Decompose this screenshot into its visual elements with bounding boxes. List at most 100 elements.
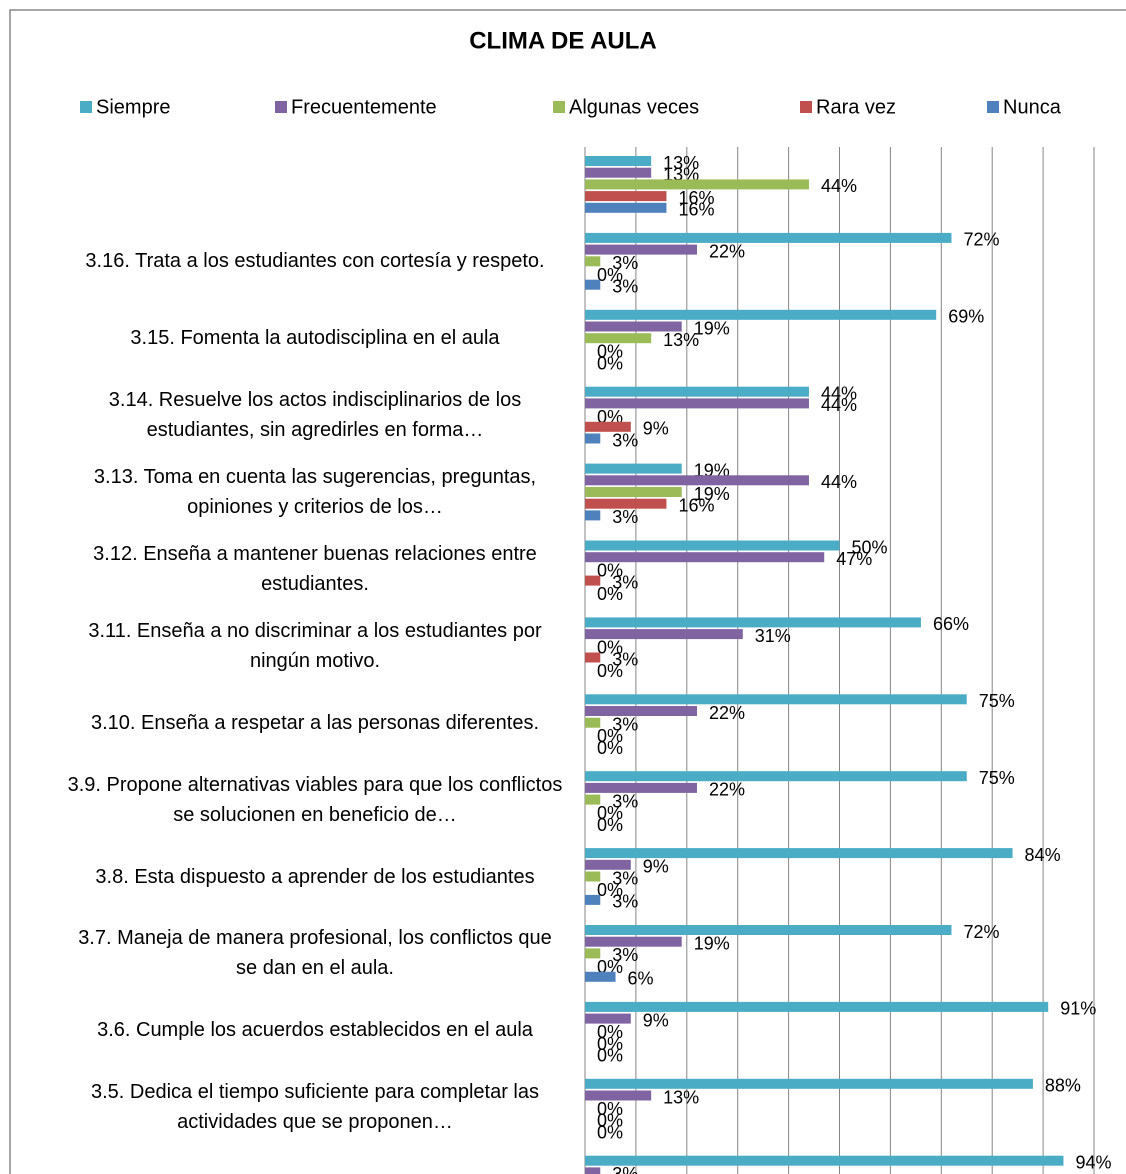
data-label: 3% [612,945,638,965]
bar [585,617,921,628]
bar [585,925,952,935]
legend-swatch [987,101,999,113]
data-label: 9% [643,419,669,439]
data-label: 3% [612,714,638,734]
bar [585,871,601,882]
data-label: 94% [1075,1152,1111,1172]
bar [585,1167,601,1174]
data-label: 3% [612,892,638,912]
data-label: 3% [612,430,638,450]
data-label: 13% [663,153,699,173]
data-label: 0% [597,815,623,835]
bar [585,167,652,178]
chart-title: CLIMA DE AULA [469,27,657,54]
category-label: 3.10. Enseña a respetar a las personas d… [90,711,540,734]
data-label: 22% [709,241,745,261]
legend-swatch [800,101,812,113]
data-label: 19% [694,933,730,953]
bar [585,936,682,947]
data-label: 6% [628,969,654,989]
bar [585,894,601,905]
data-label: 0% [597,738,623,758]
bar [585,475,809,486]
category-label: 3.13. Toma en cuenta las sugerencias, pr… [93,466,537,518]
data-label: 0% [597,1022,623,1042]
category-label: 3.16. Trata a los estudiantes con cortes… [85,250,545,273]
bar [585,156,652,166]
bar [585,191,667,202]
data-label: 0% [597,726,623,746]
data-label: 16% [678,495,714,515]
bar [585,575,601,586]
legend-label: Nunca [1003,96,1062,118]
data-label: 44% [821,472,857,492]
category-label: 3.9. Propone alternativas viables para q… [67,773,563,826]
legend-label: Frecuentemente [291,96,437,118]
data-label: 0% [597,584,623,604]
data-label: 13% [663,1087,699,1107]
bar [585,256,601,267]
bar [585,333,652,344]
bar [585,232,952,243]
category-label: 3.14. Resuelve los actos indisciplinario… [108,389,522,442]
data-label: 0% [597,1034,623,1054]
data-label: 0% [597,1122,623,1142]
data-label: 3% [612,649,638,669]
data-label: 9% [643,857,669,877]
category-label: 3.8. Esta dispuesto a aprender de los es… [95,865,535,888]
bar [585,309,937,320]
legend-swatch [80,101,92,113]
bar [585,421,631,432]
bar [585,179,809,190]
legend-label: Siempre [96,96,170,118]
data-label: 0% [597,638,623,658]
data-label: 47% [836,549,872,569]
data-label: 44% [821,383,857,403]
data-label: 0% [597,1111,623,1131]
category-label: 3.7. Maneja de manera profesional, los c… [78,927,552,980]
data-label: 0% [597,661,623,681]
data-label: 3% [612,507,638,527]
bar [585,706,697,716]
bar [585,510,601,521]
data-label: 0% [597,1099,623,1119]
data-label: 0% [597,342,623,362]
bar [585,498,667,509]
data-label: 0% [597,561,623,581]
bar [585,1001,1049,1012]
legend-label: Algunas veces [569,96,699,118]
bar [585,971,616,982]
bar [585,279,601,290]
data-label: 0% [597,1045,623,1065]
bar [585,948,601,959]
bar [585,848,1013,859]
data-label: 88% [1045,1076,1081,1096]
data-label: 44% [821,176,857,196]
data-label: 13% [663,330,699,350]
bar [585,487,682,497]
bar [585,202,667,213]
bar [585,694,967,705]
legend-swatch [275,101,287,113]
data-label: 75% [979,691,1015,711]
category-label: 3.4. Comparte intereses y motivaciones c… [65,1169,565,1174]
bar [585,782,697,793]
bar [585,463,682,474]
data-label: 0% [597,353,623,373]
category-label: 3.11. Enseña a no discriminar a los estu… [88,619,542,672]
bar [585,398,809,409]
bar [585,1090,652,1101]
category-label: 3.5. Dedica el tiempo suficiente para co… [90,1081,539,1134]
data-label: 44% [821,395,857,415]
bar [585,540,840,551]
data-label: 50% [852,537,888,557]
data-label: 22% [709,780,745,800]
bar [585,321,682,332]
data-label: 22% [709,703,745,723]
category-label: 3.12. Enseña a mantener buenas relacione… [93,542,537,595]
data-label: 16% [678,188,714,208]
data-label: 66% [933,614,969,634]
bar [585,629,743,640]
bar [585,244,697,255]
